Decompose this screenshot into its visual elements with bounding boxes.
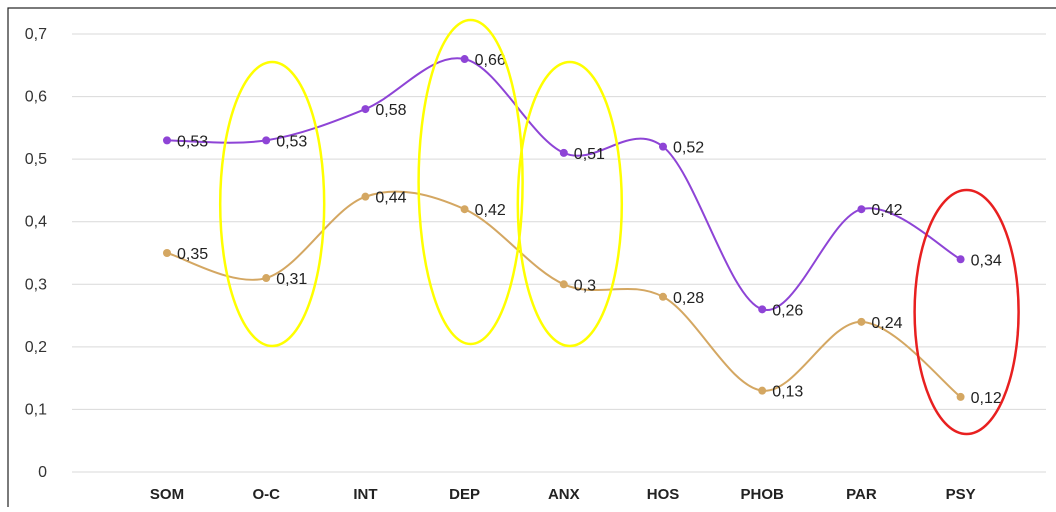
- data-point: [559, 148, 568, 157]
- data-point: [758, 386, 767, 395]
- x-tick-label: HOS: [647, 486, 680, 503]
- data-point: [460, 55, 469, 64]
- data-label: 0,66: [475, 52, 506, 69]
- data-label: 0,42: [475, 202, 506, 219]
- series-points: [163, 55, 965, 401]
- data-point: [361, 105, 370, 114]
- x-tick-label: O-C: [252, 486, 280, 503]
- x-tick-label: DEP: [449, 486, 480, 503]
- data-label: 0,42: [871, 202, 902, 219]
- x-tick-label: PAR: [846, 486, 877, 503]
- highlight-ellipse: [913, 188, 1020, 436]
- y-tick-label: 0,6: [25, 89, 47, 106]
- data-label: 0,51: [574, 146, 605, 163]
- data-point: [659, 292, 667, 301]
- gridlines: [72, 33, 1046, 473]
- data-label: 0,34: [971, 252, 1002, 269]
- series-lines: [166, 57, 962, 398]
- highlight-ellipse: [516, 60, 624, 348]
- data-point: [361, 192, 370, 201]
- x-axis: SOM O-C INT DEP ANX HOS PHOB PAR PSY: [150, 486, 976, 503]
- y-tick-label: 0,5: [25, 151, 47, 168]
- highlight-annotations: [218, 18, 1020, 436]
- data-label: 0,35: [177, 246, 208, 263]
- chart-frame: [7, 7, 1056, 512]
- data-labels: 0,53 0,53 0,58 0,66 0,51 0,52 0,26 0,42 0,34 0,35…: [177, 52, 1002, 407]
- data-point: [956, 392, 965, 401]
- data-label: 0,3: [574, 277, 596, 294]
- data-label: 0,53: [276, 133, 307, 150]
- data-label: 0,12: [971, 390, 1002, 407]
- data-label: 0,13: [772, 384, 803, 401]
- x-tick-label: PSY: [946, 486, 976, 503]
- data-label: 0,44: [375, 190, 406, 207]
- data-point: [956, 255, 965, 264]
- data-point: [758, 305, 767, 314]
- y-tick-label: 0,7: [25, 26, 47, 43]
- y-tick-label: 0,2: [25, 339, 47, 356]
- data-point: [262, 274, 271, 283]
- y-tick-label: 0,1: [25, 401, 47, 418]
- data-label: 0,24: [871, 315, 902, 332]
- y-tick-label: 0,4: [25, 214, 47, 231]
- highlight-ellipse: [218, 60, 326, 348]
- y-tick-label: 0,3: [25, 276, 47, 293]
- data-label: 0,53: [177, 133, 208, 150]
- highlight-ellipse: [417, 18, 524, 346]
- data-point: [559, 280, 568, 289]
- series-line-2: [166, 190, 962, 398]
- data-point: [857, 205, 866, 214]
- data-label: 0,28: [673, 290, 704, 307]
- data-point: [163, 136, 171, 145]
- data-point: [460, 205, 469, 214]
- data-point: [857, 317, 866, 326]
- x-tick-label: SOM: [150, 486, 184, 503]
- data-point: [659, 142, 667, 151]
- data-label: 0,31: [276, 271, 307, 288]
- data-label: 0,52: [673, 140, 704, 157]
- data-point: [163, 249, 171, 257]
- y-axis: 0 0,1 0,2 0,3 0,4 0,5 0,6 0,7: [25, 26, 47, 481]
- data-point: [262, 136, 271, 145]
- data-label: 0,58: [375, 102, 406, 119]
- x-tick-label: INT: [353, 486, 377, 503]
- x-tick-label: ANX: [548, 486, 580, 503]
- x-tick-label: PHOB: [741, 486, 785, 503]
- series-line-1: [166, 57, 962, 311]
- y-tick-label: 0: [38, 464, 47, 481]
- chart-border: [7, 7, 1056, 512]
- data-label: 0,26: [772, 302, 803, 319]
